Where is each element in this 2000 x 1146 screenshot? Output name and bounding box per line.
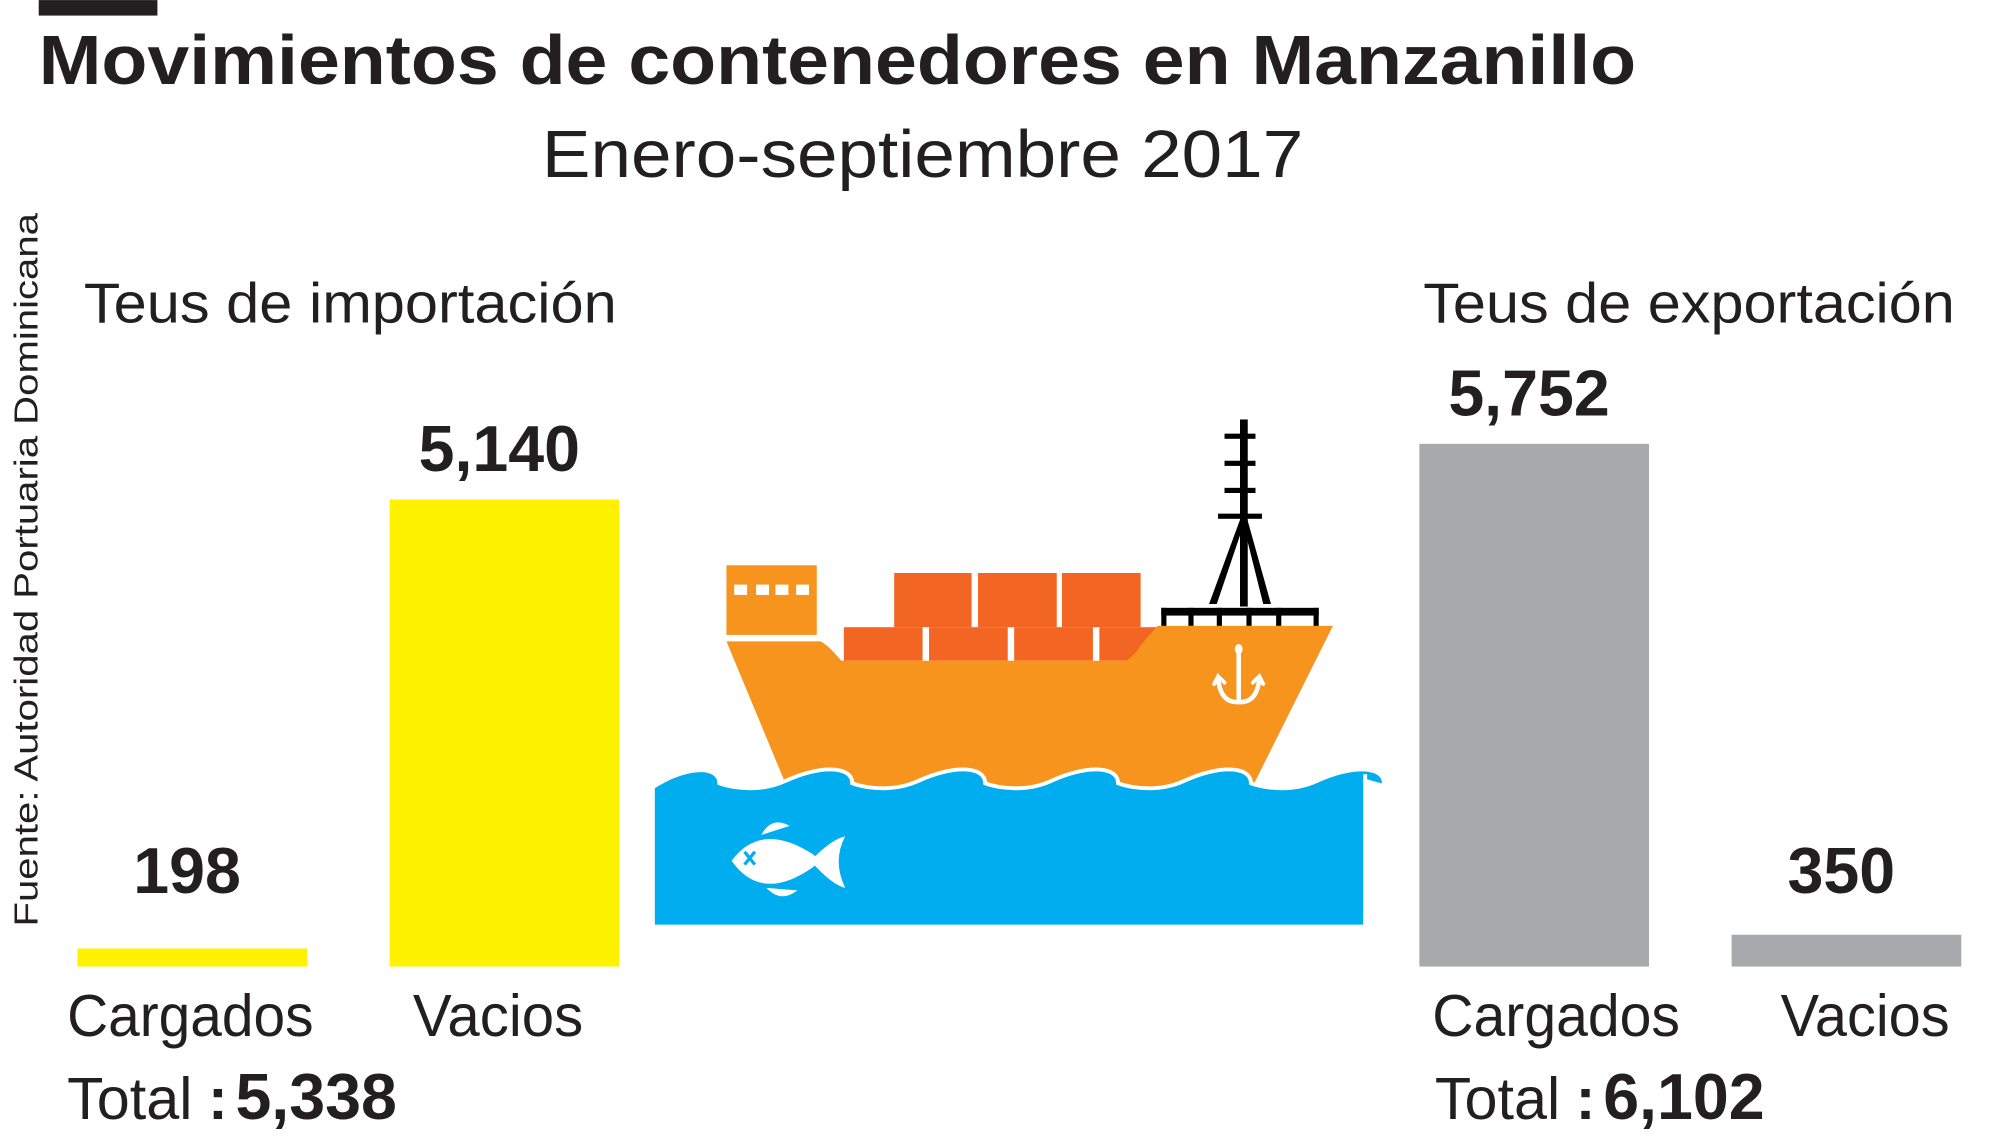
ship-hull <box>726 625 1333 794</box>
category-label-export-cargados: Cargados <box>1432 982 1680 1049</box>
value-label-import-vacios: 5,140 <box>419 413 580 485</box>
chart-title: Movimientos de contenedores en Manzanill… <box>39 21 1636 99</box>
export-chart: Teus de exportación 5,752 350 Cargados V… <box>1419 273 1962 1133</box>
chart-subtitle: Enero-septiembre 2017 <box>542 117 1303 192</box>
import-chart-title: Teus de importación <box>84 273 617 336</box>
sea-water <box>650 767 1397 929</box>
category-label-import-cargados: Cargados <box>67 982 313 1049</box>
total-separator: : <box>1576 1065 1596 1132</box>
header-accent-bar <box>38 0 158 16</box>
value-label-import-cargados: 198 <box>133 835 241 907</box>
export-total: Total:6,102 <box>1435 1061 1765 1133</box>
container-ship-illustration <box>650 419 1397 929</box>
export-chart-title: Teus de exportación <box>1423 273 1955 336</box>
import-total: Total:5,338 <box>67 1061 397 1133</box>
bar-import-vacios <box>389 499 620 967</box>
total-value: 6,102 <box>1603 1061 1764 1133</box>
bar-import-cargados <box>77 948 308 967</box>
value-label-export-vacios: 350 <box>1787 835 1895 907</box>
total-label: Total <box>1435 1065 1560 1132</box>
category-label-export-vacios: Vacios <box>1781 982 1950 1049</box>
bar-export-vacios <box>1731 934 1962 967</box>
bar-export-cargados <box>1419 443 1650 967</box>
anchor-icon <box>1212 643 1266 705</box>
total-separator: : <box>208 1065 228 1132</box>
category-label-import-vacios: Vacios <box>413 982 583 1049</box>
value-label-export-cargados: 5,752 <box>1448 357 1609 429</box>
total-value: 5,338 <box>235 1061 396 1133</box>
source-note: Fuente: Autoridad Portuaria Dominicana <box>8 213 45 927</box>
total-label: Total <box>67 1065 192 1132</box>
ship-bridge <box>726 565 817 635</box>
shipping-containers <box>843 573 1164 661</box>
import-chart: Teus de importación 198 5,140 Cargados V… <box>67 273 620 1133</box>
ship-mast <box>1161 419 1319 626</box>
fish-icon <box>731 822 846 897</box>
